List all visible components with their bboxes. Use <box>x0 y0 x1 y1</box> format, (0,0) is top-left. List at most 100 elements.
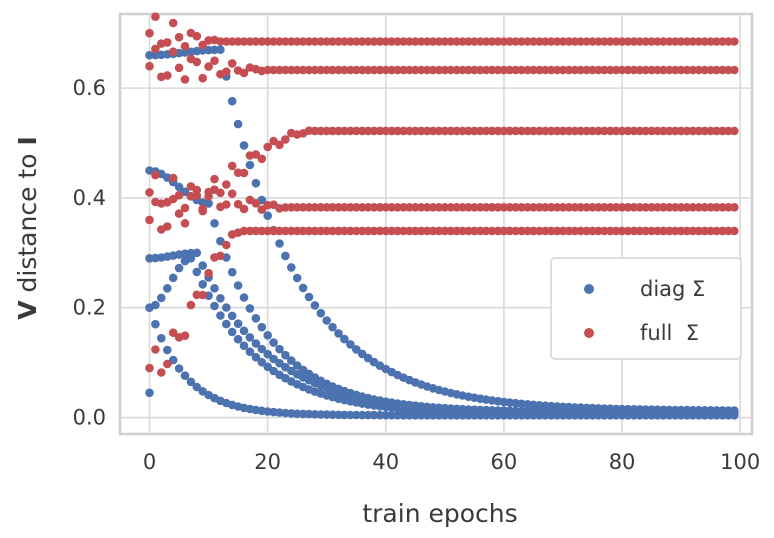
full-point <box>676 37 686 46</box>
full-point <box>310 126 320 136</box>
diag-point <box>263 349 273 359</box>
full-point <box>163 198 172 207</box>
diag-point <box>233 334 243 344</box>
full-point <box>322 226 332 236</box>
full-point <box>505 203 515 212</box>
full-point <box>670 126 680 136</box>
full-point <box>529 226 538 236</box>
diag-point <box>210 219 219 228</box>
full-point <box>251 199 261 208</box>
full-point <box>623 65 633 75</box>
full-point <box>334 65 343 75</box>
full-point <box>340 126 349 136</box>
full-point <box>730 203 739 212</box>
full-point <box>611 65 621 75</box>
diag-point <box>157 293 166 303</box>
full-point <box>275 140 284 150</box>
full-point <box>470 65 479 75</box>
full-point <box>470 203 479 212</box>
full-point <box>641 37 650 46</box>
full-point <box>570 37 580 46</box>
full-point <box>588 37 597 46</box>
diag-point <box>233 119 243 129</box>
diag-point <box>180 371 190 381</box>
diag-point <box>168 273 178 283</box>
full-point <box>653 65 662 75</box>
diag-point <box>328 322 337 332</box>
diag-point <box>227 267 237 277</box>
full-point <box>174 209 184 218</box>
full-point <box>600 65 609 75</box>
full-point <box>227 37 237 46</box>
diag-point <box>269 354 278 364</box>
full-point <box>617 203 627 212</box>
diag-point <box>487 411 497 420</box>
diag-point <box>151 300 160 310</box>
full-point <box>582 203 591 212</box>
full-point <box>476 226 485 236</box>
x-tick-label: 60 <box>491 450 518 474</box>
diag-point <box>576 411 585 420</box>
full-point <box>405 226 414 236</box>
full-point <box>275 226 284 236</box>
diag-point <box>145 388 154 398</box>
diag-point <box>216 294 225 303</box>
full-point <box>511 203 520 212</box>
full-point <box>298 37 308 46</box>
full-point <box>192 57 202 67</box>
full-point <box>653 37 662 46</box>
diag-point <box>682 411 692 420</box>
full-point <box>694 226 704 236</box>
full-point <box>163 222 172 231</box>
diag-point <box>493 411 503 420</box>
diag-point <box>269 338 278 347</box>
full-point <box>281 65 290 75</box>
full-point <box>724 37 733 46</box>
full-point <box>151 12 160 21</box>
diag-point <box>174 263 184 273</box>
full-point <box>694 126 704 136</box>
full-point <box>375 126 385 136</box>
full-point <box>416 126 426 136</box>
diag-point <box>346 340 355 349</box>
full-point <box>434 203 444 212</box>
full-point <box>334 126 343 136</box>
legend-marker-full <box>584 328 594 338</box>
diag-point <box>582 411 591 420</box>
full-point <box>712 65 721 75</box>
full-point <box>558 203 568 212</box>
full-point <box>724 126 733 136</box>
full-point <box>724 226 733 236</box>
diag-point <box>245 333 255 342</box>
legend: diag Σ full Σ <box>550 257 742 360</box>
full-point <box>594 126 603 136</box>
full-point <box>334 37 343 46</box>
full-point <box>712 126 721 136</box>
full-point <box>287 203 296 212</box>
full-point <box>464 203 473 212</box>
full-point <box>564 126 574 136</box>
full-point <box>363 65 373 75</box>
full-point <box>434 65 444 75</box>
diag-point <box>233 281 243 290</box>
full-point <box>310 65 320 75</box>
full-point <box>204 62 213 71</box>
diag-point <box>399 411 408 420</box>
full-point <box>464 65 473 75</box>
full-point <box>552 37 562 46</box>
diag-point <box>446 411 456 420</box>
diag-point <box>670 411 680 420</box>
full-point <box>665 226 674 236</box>
full-point <box>653 126 662 136</box>
full-point <box>416 203 426 212</box>
full-point <box>281 37 290 46</box>
diag-point <box>292 361 302 370</box>
full-point <box>558 65 568 75</box>
full-point <box>346 65 355 75</box>
full-point <box>163 359 172 369</box>
full-point <box>210 56 219 65</box>
full-point <box>635 37 645 46</box>
full-point <box>411 203 420 212</box>
full-point <box>151 170 160 180</box>
full-point <box>623 226 633 236</box>
